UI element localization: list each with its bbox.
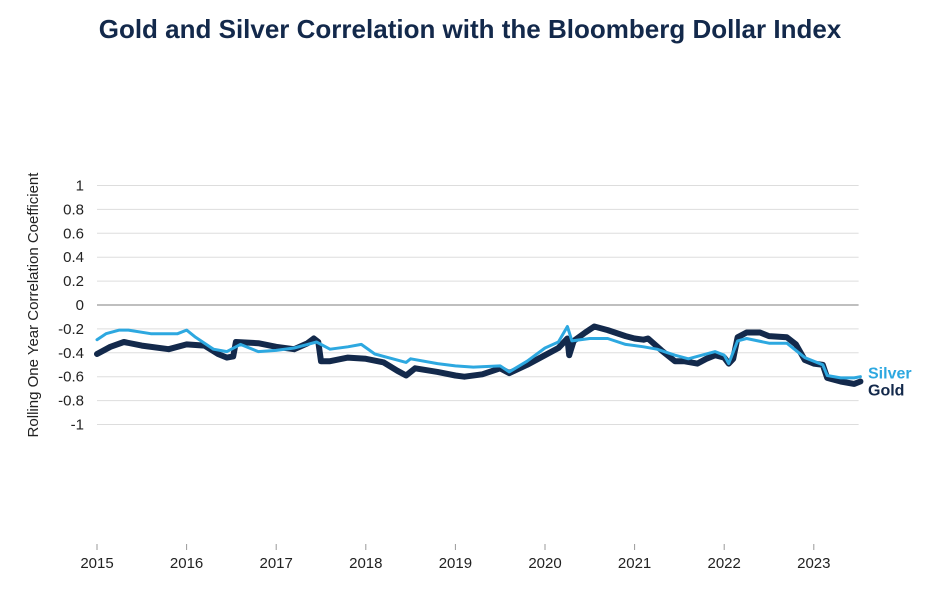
x-tick-label: 2020 bbox=[528, 555, 561, 572]
series-line-silver bbox=[95, 325, 862, 380]
y-tick-label: -0.2 bbox=[58, 321, 84, 338]
legend-label-silver: Silver bbox=[868, 366, 912, 383]
x-tick-label: 2016 bbox=[170, 555, 203, 572]
x-tick-label: 2015 bbox=[80, 555, 113, 572]
y-axis-label: Rolling One Year Correlation Coefficient bbox=[25, 172, 42, 438]
x-tick-label: 2023 bbox=[797, 555, 830, 572]
x-tick-label: 2017 bbox=[260, 555, 293, 572]
y-tick-label: -0.6 bbox=[58, 369, 84, 386]
y-tick-label: -0.8 bbox=[58, 393, 84, 410]
y-tick-label: 0.4 bbox=[63, 249, 84, 266]
x-tick-label: 2022 bbox=[708, 555, 741, 572]
series-line-gold bbox=[94, 323, 864, 387]
y-tick-label: 0.6 bbox=[63, 225, 84, 242]
y-tick-label: 0.2 bbox=[63, 273, 84, 290]
legend-label-gold: Gold bbox=[868, 382, 904, 399]
x-tick-label: 2021 bbox=[618, 555, 651, 572]
y-tick-label: 0.8 bbox=[63, 201, 84, 218]
y-tick-label: -1 bbox=[71, 417, 84, 434]
x-tick-label: 2019 bbox=[439, 555, 472, 572]
x-tick-label: 2018 bbox=[349, 555, 382, 572]
y-tick-label: 0 bbox=[76, 297, 84, 314]
y-tick-label: -0.4 bbox=[58, 345, 84, 362]
y-tick-label: 1 bbox=[76, 178, 84, 195]
chart-title: Gold and Silver Correlation with the Blo… bbox=[98, 14, 842, 44]
